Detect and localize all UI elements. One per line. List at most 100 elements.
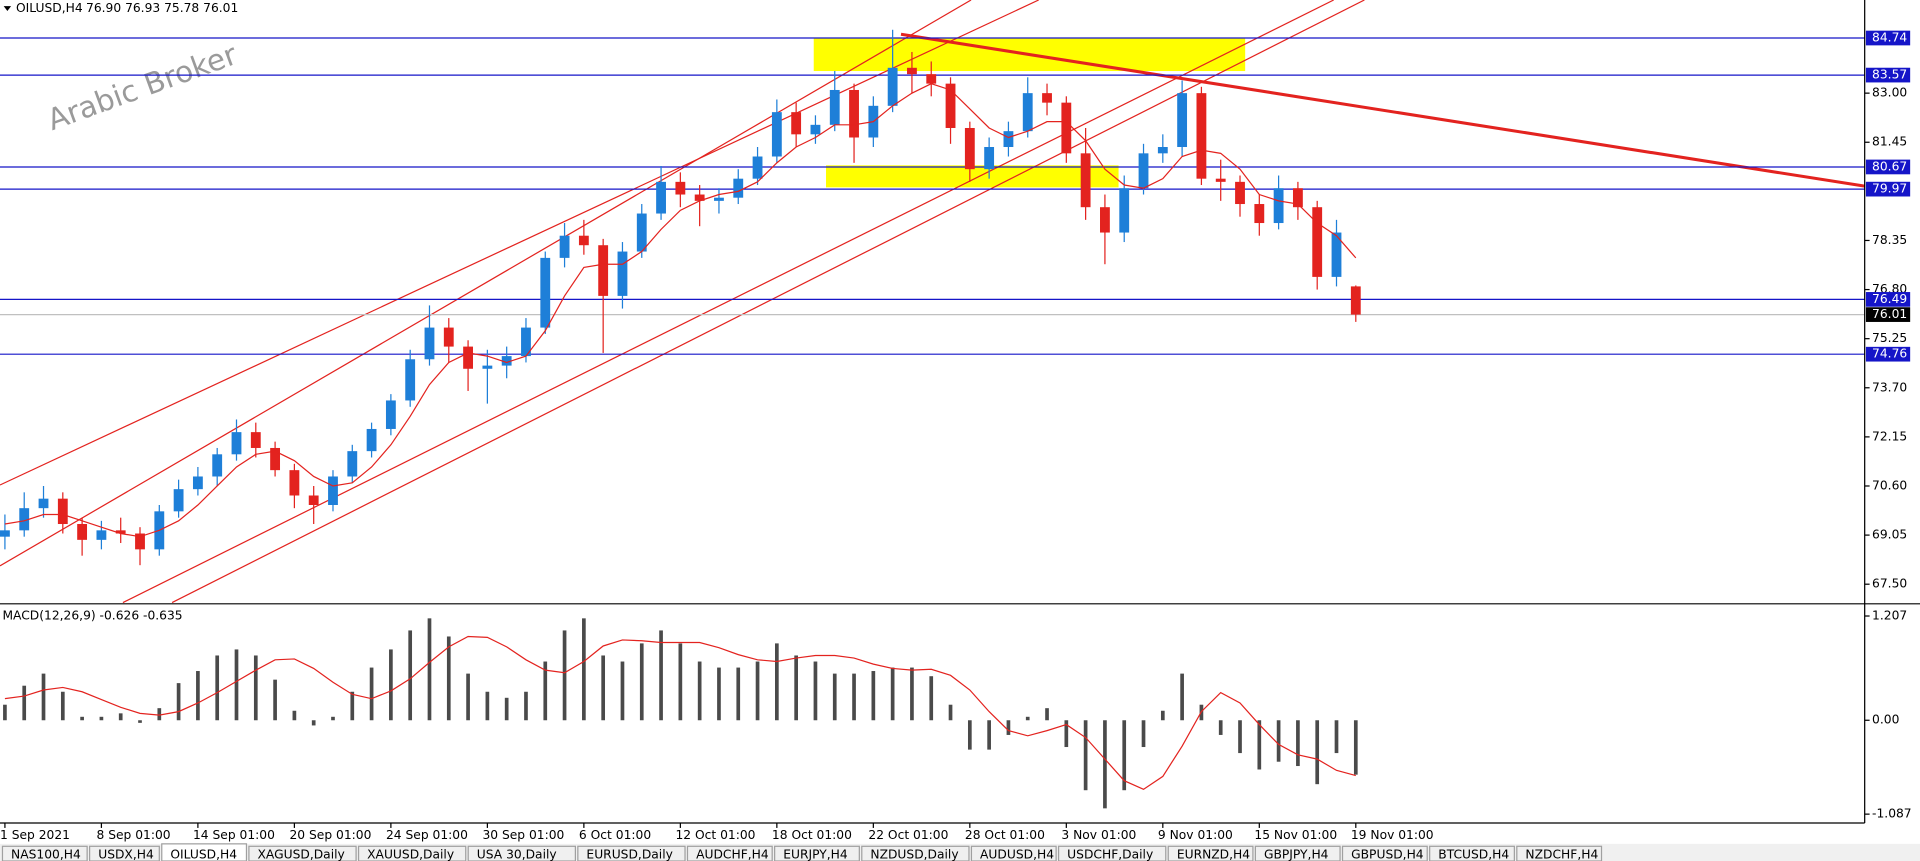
candle-body (1331, 232, 1342, 277)
channel-lines (0, 0, 1365, 604)
candle-body (135, 533, 145, 550)
macd-bar (948, 704, 953, 721)
level-label-box (1865, 292, 1911, 307)
tab-label[interactable]: USDCHF,Daily (1067, 847, 1153, 861)
macd-bar (408, 630, 413, 721)
macd-bar (794, 655, 798, 721)
x-tick-label: 15 Nov 01:00 (1254, 828, 1337, 842)
tab-label[interactable]: XAGUSD,Daily (258, 847, 345, 861)
signal-line (4, 635, 1356, 791)
candle-body (501, 356, 512, 366)
tab[interactable] (686, 845, 773, 861)
tab-label[interactable]: AUDCHF,H4 (696, 847, 769, 861)
channel-line (122, 0, 1334, 604)
candle-body (1235, 181, 1245, 205)
macd-bar (1315, 720, 1320, 785)
macd-bar (524, 691, 528, 721)
macd-bar (196, 671, 200, 721)
active-tab[interactable] (161, 843, 248, 861)
candle-body (752, 156, 763, 179)
tab[interactable] (1, 845, 88, 861)
macd-bar (1103, 720, 1107, 809)
tab-label[interactable]: USDX,H4 (98, 847, 154, 861)
channel-line (171, 0, 1365, 604)
plot: 67.5069.0570.6072.1573.7075.2576.8078.35… (0, 29, 1912, 842)
macd-bar (389, 649, 393, 721)
tab[interactable] (1254, 845, 1341, 861)
x-tick-label: 6 Oct 01:00 (579, 828, 651, 842)
tab[interactable] (774, 845, 860, 861)
tab-label[interactable]: AUDUSD,H4 (980, 847, 1054, 861)
candle-body (0, 530, 10, 537)
candle-body (192, 476, 203, 490)
tab[interactable] (467, 845, 576, 861)
tab[interactable] (1516, 845, 1603, 861)
macd-bar (369, 667, 374, 721)
candle-body (1177, 93, 1188, 148)
macd-bar (929, 676, 934, 721)
candle-body (424, 327, 435, 360)
macd-title: MACD(12,26,9) -0.626 -0.635 (2, 609, 182, 623)
tab[interactable] (861, 845, 970, 861)
macd-bar (176, 683, 181, 721)
y-tick-label: 70.60 (1872, 479, 1907, 493)
tab-label[interactable]: GBPJPY,H4 (1264, 847, 1329, 861)
tab-label[interactable]: EURNZD,H4 (1177, 847, 1250, 861)
tab[interactable] (1341, 845, 1428, 861)
tab[interactable] (88, 845, 160, 861)
tab[interactable] (577, 845, 686, 861)
tab-label[interactable]: NZDCHF,H4 (1525, 847, 1598, 861)
candle-body (1312, 207, 1323, 277)
macd-bar (427, 618, 432, 721)
tab[interactable] (970, 845, 1057, 861)
macd-bar (910, 667, 914, 721)
macd-bar (273, 679, 277, 721)
tab-label[interactable]: NZDUSD,Daily (870, 847, 958, 861)
macd-bar (639, 643, 644, 721)
candle-body (1003, 131, 1014, 148)
tab[interactable] (1057, 845, 1167, 861)
tab-label[interactable]: USA 30,Daily (477, 847, 557, 861)
tab-label[interactable]: EURUSD,Daily (586, 847, 672, 861)
candle-body (289, 470, 300, 496)
tab-label[interactable]: GBPUSD,H4 (1351, 847, 1424, 861)
tab[interactable] (248, 845, 357, 861)
candle-body (328, 476, 338, 505)
tab[interactable] (357, 845, 467, 861)
candle-body (598, 245, 609, 296)
tab-label[interactable]: EURJPY,H4 (783, 847, 848, 861)
tabs: NAS100,H4 USDX,H4 OILUSD,H4 XAGUSD,Daily XAU… (1, 843, 1603, 861)
candle-body (212, 454, 223, 477)
macd-bar (620, 661, 625, 721)
menu-arrow[interactable] (3, 6, 12, 12)
macd-bar (234, 649, 239, 721)
level-label-box (1865, 181, 1911, 197)
tab-label[interactable]: XAUUSD,Daily (367, 847, 454, 861)
tab-label[interactable]: NAS100,H4 (11, 847, 81, 861)
x-tick-label: 8 Sep 01:00 (96, 828, 170, 842)
macd-bar (601, 655, 606, 721)
candle-body (173, 489, 184, 512)
tab-label[interactable]: OILUSD,H4 (170, 847, 237, 861)
level-label-box (1865, 159, 1911, 175)
tab[interactable] (1429, 845, 1515, 861)
y-tick-label: 75.25 (1872, 331, 1907, 345)
tab[interactable] (1167, 845, 1254, 861)
macd-bar (1064, 720, 1069, 748)
macd-bar (331, 716, 335, 721)
candle-body (849, 89, 859, 138)
quote: 76.90 76.93 75.78 76.01 (86, 1, 238, 15)
y-tick-label: 1.207 (1872, 609, 1907, 623)
candle-body (926, 74, 937, 84)
candle-body (694, 194, 705, 201)
x-tick-label: 20 Sep 01:00 (289, 828, 371, 842)
tab-label[interactable]: BTCUSD,H4 (1438, 847, 1509, 861)
symbol: OILUSD,H4 (16, 1, 83, 15)
candle-body (1254, 204, 1265, 224)
x-tick-label: 14 Sep 01:00 (193, 828, 275, 842)
x-tick-label: 12 Oct 01:00 (675, 828, 755, 842)
macd-bar (562, 630, 567, 721)
level-label: 84.74 (1872, 31, 1907, 45)
candle-body (1138, 153, 1149, 189)
